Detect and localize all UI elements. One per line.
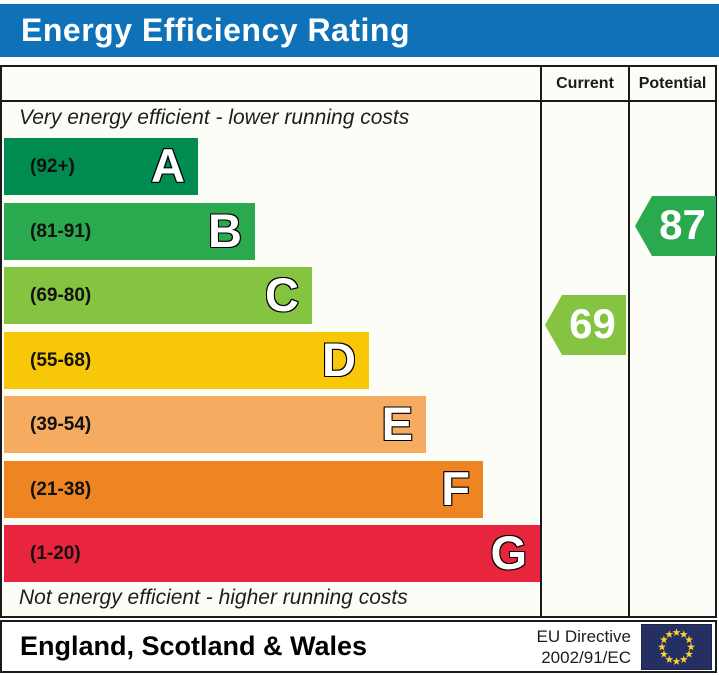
band-f-range: (21-38)	[30, 478, 92, 500]
potential-column-divider	[628, 67, 630, 616]
band-a-range: (92+)	[30, 156, 75, 177]
page-title: Energy Efficiency Rating	[21, 12, 410, 48]
footer: England, Scotland & Wales EU Directive 2…	[0, 620, 717, 673]
band-g-letter: G	[489, 525, 528, 580]
eu-directive-line2: 2002/91/EC	[541, 648, 631, 667]
region-label: England, Scotland & Wales	[20, 631, 368, 661]
title-bar: Energy Efficiency Rating	[0, 4, 719, 57]
potential-rating-arrow: 87	[635, 196, 716, 256]
band-d: (55-68) D	[4, 331, 369, 389]
band-b-letter: B	[207, 203, 243, 258]
band-f: (21-38) F	[4, 460, 483, 518]
rating-chart: Current Potential Very energy efficient …	[0, 65, 717, 618]
current-column-divider	[540, 67, 542, 616]
band-c: (69-80) C	[4, 267, 312, 324]
eu-directive-line1: EU Directive	[536, 627, 631, 646]
band-e-range: (39-54)	[30, 414, 92, 435]
band-d-letter: D	[321, 332, 357, 387]
band-e: (39-54) E	[4, 396, 426, 453]
eu-flag-icon	[641, 624, 712, 670]
band-b-range: (81-91)	[30, 220, 92, 242]
band-c-range: (69-80)	[30, 285, 92, 306]
current-column-header: Current	[556, 75, 614, 92]
current-rating-value: 69	[569, 300, 616, 347]
eu-directive-label: EU Directive 2002/91/EC	[537, 626, 631, 668]
band-g-range: (1-20)	[30, 543, 81, 564]
band-c-letter: C	[264, 267, 300, 322]
top-caption: Very energy efficient - lower running co…	[19, 106, 410, 129]
column-header-row: Current Potential	[2, 67, 715, 102]
bottom-caption: Not energy efficient - higher running co…	[19, 586, 408, 609]
current-rating-arrow: 69	[545, 295, 626, 355]
potential-column-header: Potential	[638, 75, 707, 92]
potential-rating-value: 87	[659, 201, 706, 248]
band-a-letter: A	[150, 138, 186, 193]
band-d-range: (55-68)	[30, 349, 92, 371]
band-f-letter: F	[440, 461, 471, 516]
band-b: (81-91) B	[4, 202, 255, 260]
band-g: (1-20) G	[4, 525, 540, 582]
band-a: (92+) A	[4, 138, 198, 195]
band-e-letter: E	[381, 396, 414, 451]
